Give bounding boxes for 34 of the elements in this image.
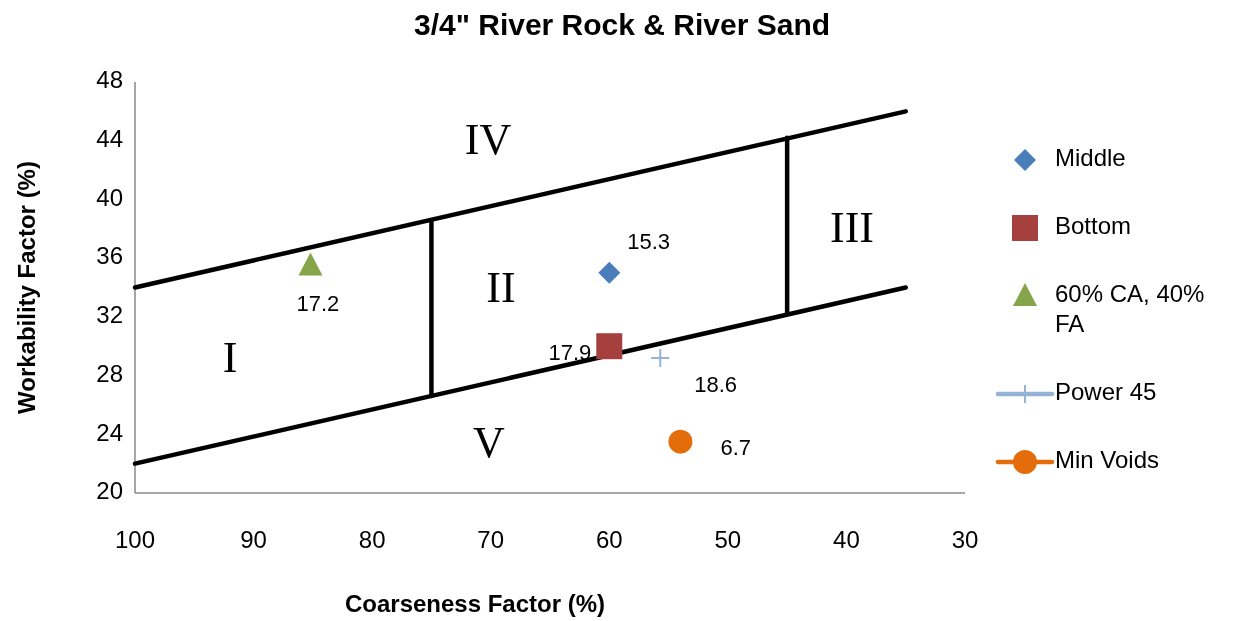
y-tick-label: 44 (96, 125, 123, 153)
y-axis-title: Workability Factor (%) (13, 161, 40, 414)
x-tick-label: 70 (477, 526, 505, 553)
y-tick-label: 20 (96, 477, 123, 505)
annotation: 18.6 (694, 371, 738, 397)
y-tick-label: 36 (96, 242, 123, 270)
annotation: I (222, 333, 238, 383)
x-tick-label: 60 (595, 526, 623, 553)
legend-label: Bottom (1055, 212, 1132, 240)
chart-title: 3/4" River Rock & River Sand (413, 8, 831, 41)
annotation: 15.3 (627, 228, 671, 254)
annotation: IV (464, 115, 512, 165)
annotation: 17.9 (548, 340, 592, 366)
x-axis-title: Coarseness Factor (%) (344, 590, 606, 617)
x-tick-label: 100 (114, 526, 156, 553)
legend-label: Middle (1055, 144, 1126, 172)
legend-label: Min Voids (1055, 446, 1160, 474)
annotation: III (830, 203, 874, 253)
x-tick-label: 40 (833, 526, 860, 553)
y-tick-label: 24 (96, 418, 123, 446)
legend-label: 60% CA, 40% FA (1055, 280, 1205, 338)
annotation: V (473, 418, 506, 468)
annotation: 6.7 (720, 435, 752, 461)
legend-label: Power 45 (1055, 378, 1157, 406)
annotation: II (486, 263, 516, 313)
x-tick-label: 30 (951, 526, 979, 553)
y-tick-label: 28 (96, 359, 123, 387)
x-tick-label: 50 (714, 526, 742, 553)
y-tick-label: 32 (96, 301, 123, 329)
x-tick-label: 80 (358, 526, 386, 553)
x-tick-label: 90 (240, 526, 267, 553)
y-tick-label: 40 (96, 183, 123, 211)
y-tick-label: 48 (96, 66, 123, 94)
annotation: 17.2 (296, 291, 340, 317)
